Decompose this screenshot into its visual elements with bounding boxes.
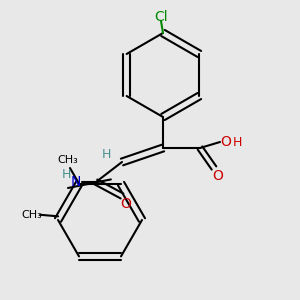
Text: Cl: Cl xyxy=(154,10,168,24)
Text: H: H xyxy=(232,136,242,148)
Text: CH₃: CH₃ xyxy=(58,155,78,165)
Text: O: O xyxy=(213,169,224,183)
Text: O: O xyxy=(220,135,231,149)
Text: O: O xyxy=(121,197,131,211)
Text: CH₃: CH₃ xyxy=(22,210,43,220)
Text: H: H xyxy=(61,167,71,181)
Text: N: N xyxy=(71,175,81,189)
Text: H: H xyxy=(101,148,111,160)
